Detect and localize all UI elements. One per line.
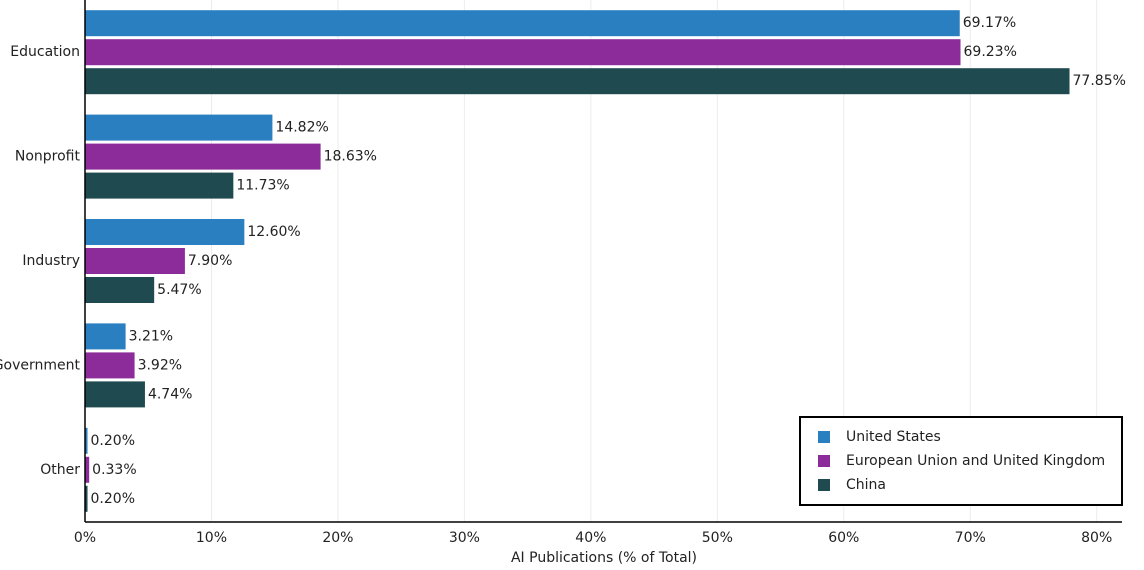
legend-box bbox=[799, 416, 1123, 506]
value-label: 3.21% bbox=[129, 328, 173, 344]
legend-label: United States bbox=[846, 429, 941, 445]
x-tick-label: 10% bbox=[196, 530, 227, 546]
bar bbox=[85, 39, 961, 66]
legend-swatch bbox=[818, 455, 830, 467]
bar bbox=[85, 381, 145, 408]
value-label: 0.33% bbox=[92, 462, 136, 478]
value-label: 12.60% bbox=[247, 224, 300, 240]
bar bbox=[85, 352, 135, 379]
y-tick-label: Industry bbox=[22, 253, 80, 269]
x-axis-title: AI Publications (% of Total) bbox=[511, 550, 697, 566]
bar bbox=[85, 323, 126, 350]
x-tick-label: 60% bbox=[828, 530, 859, 546]
value-label: 5.47% bbox=[157, 282, 201, 298]
x-tick-label: 0% bbox=[74, 530, 96, 546]
bar bbox=[85, 456, 90, 483]
y-tick-label: Education bbox=[10, 44, 80, 60]
y-tick-label: Other bbox=[40, 462, 80, 478]
y-tick-label: Government bbox=[0, 357, 81, 373]
bar bbox=[85, 68, 1070, 95]
value-label: 77.85% bbox=[1073, 73, 1126, 89]
value-label: 18.63% bbox=[324, 149, 377, 165]
x-tick-label: 40% bbox=[575, 530, 606, 546]
value-label: 3.92% bbox=[138, 357, 182, 373]
x-tick-label: 70% bbox=[955, 530, 986, 546]
value-label: 0.20% bbox=[91, 491, 135, 507]
bar bbox=[85, 219, 245, 245]
bar bbox=[85, 143, 321, 170]
x-tick-label: 80% bbox=[1081, 530, 1112, 546]
legend-label: China bbox=[846, 477, 886, 493]
value-label: 69.17% bbox=[963, 15, 1016, 31]
x-tick-label: 50% bbox=[702, 530, 733, 546]
legend-label: European Union and United Kingdom bbox=[846, 453, 1105, 469]
bar bbox=[85, 114, 273, 141]
bar bbox=[85, 485, 88, 512]
bar bbox=[85, 277, 155, 303]
bar bbox=[85, 172, 234, 199]
value-label: 0.20% bbox=[91, 433, 135, 449]
legend-swatch bbox=[818, 479, 830, 491]
x-tick-label: 20% bbox=[322, 530, 353, 546]
value-label: 14.82% bbox=[275, 120, 328, 136]
value-label: 7.90% bbox=[188, 253, 232, 269]
legend-swatch bbox=[818, 431, 830, 443]
x-tick-label: 30% bbox=[449, 530, 480, 546]
bar bbox=[85, 10, 960, 37]
value-label: 11.73% bbox=[236, 178, 289, 194]
bar bbox=[85, 248, 185, 274]
bar bbox=[85, 427, 88, 454]
value-label: 69.23% bbox=[964, 44, 1017, 60]
y-tick-label: Nonprofit bbox=[15, 149, 81, 165]
value-label: 4.74% bbox=[148, 386, 192, 402]
